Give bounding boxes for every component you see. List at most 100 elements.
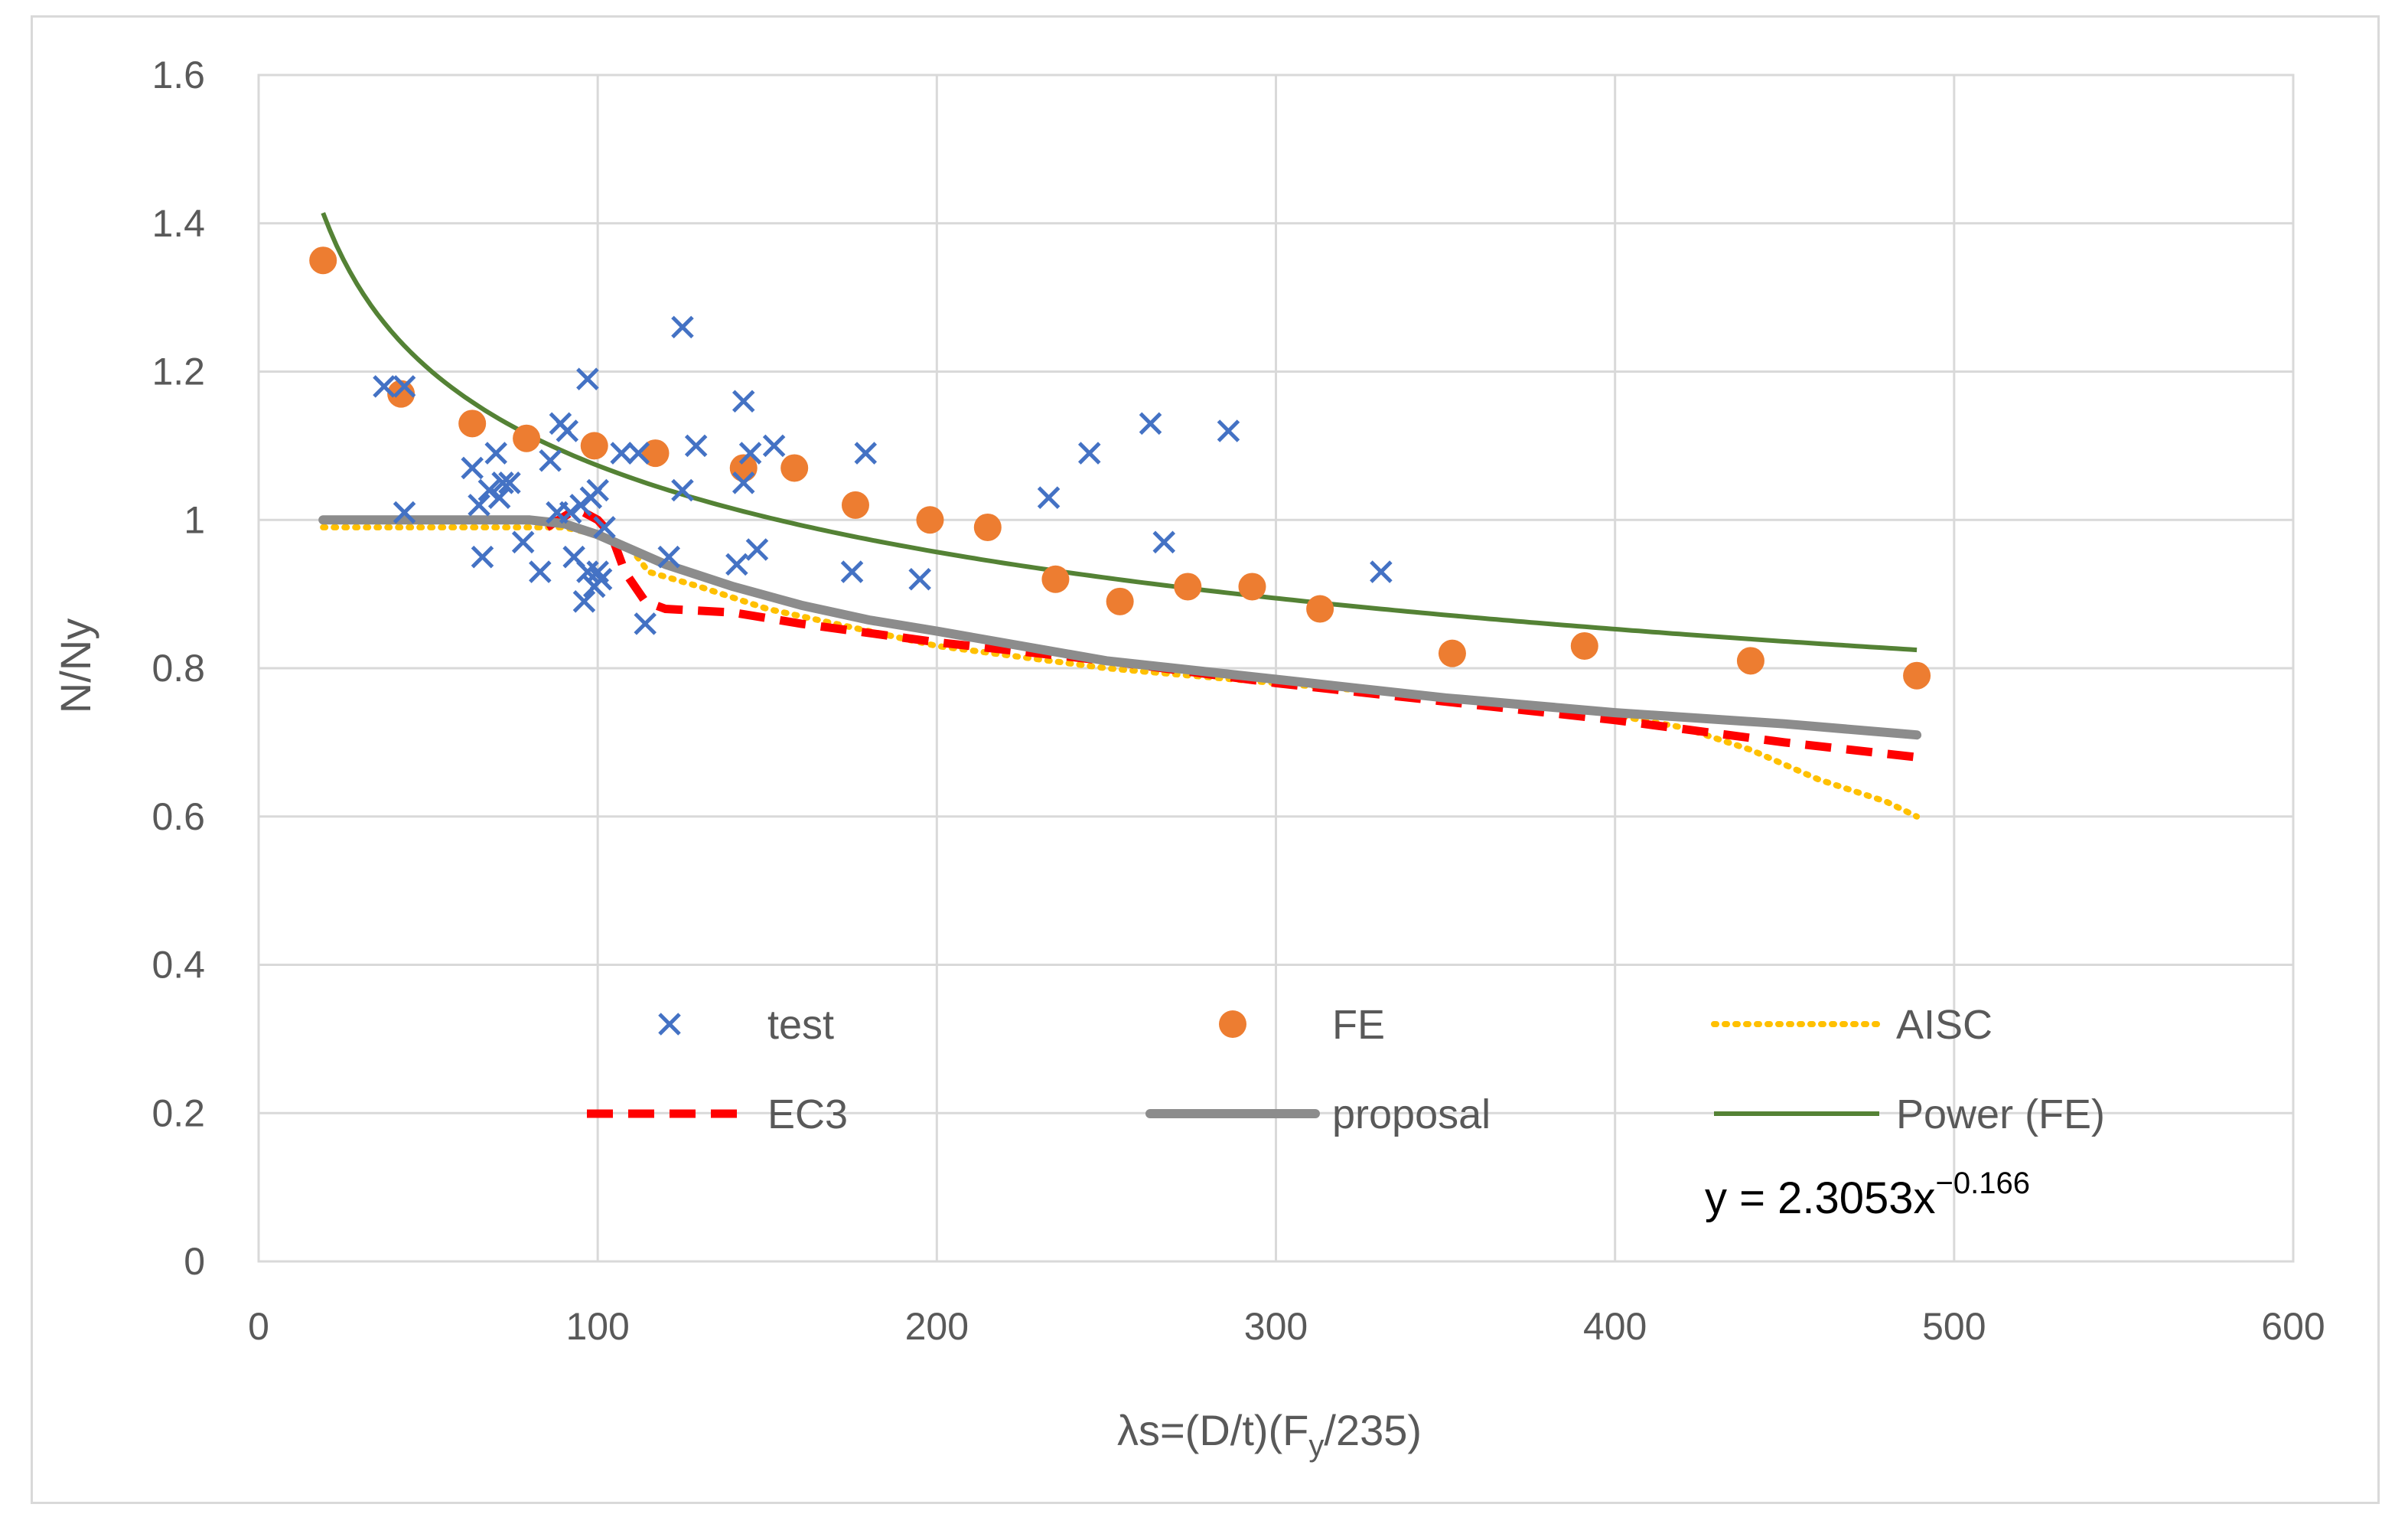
- test-point-stroke-b: [572, 590, 596, 613]
- test-point-stroke-b: [745, 538, 769, 561]
- test-point-stroke-b: [671, 478, 694, 502]
- x-axis-title-main: λs=(D/t)(F: [1117, 1406, 1308, 1454]
- test-point-stroke-b: [762, 434, 786, 458]
- test-point: [671, 478, 694, 502]
- x-axis-title: λs=(D/t)(Fy/235): [1117, 1406, 1422, 1463]
- y-tick-label: 1: [184, 498, 205, 541]
- test-point-stroke-b: [586, 478, 609, 502]
- test-point: [498, 471, 521, 494]
- fe-point: [1106, 587, 1134, 615]
- test-point-stroke-b: [671, 315, 694, 339]
- legend-label-aisc: AISC: [1896, 1002, 1993, 1048]
- series-proposal-line: [318, 515, 1922, 740]
- fe-point: [1174, 573, 1202, 601]
- test-point-stroke-b: [373, 375, 396, 398]
- test-point: [1217, 419, 1240, 442]
- fe-point: [780, 454, 809, 482]
- test-point-stroke-b: [539, 449, 562, 472]
- legend-marker-fe: [1219, 1010, 1246, 1038]
- legend-label-power-fe: Power (FE): [1896, 1091, 2105, 1137]
- test-point-stroke-b: [627, 442, 650, 465]
- test-point-stroke-b: [1037, 486, 1061, 509]
- axis-layer: 0 100 200 300 400 500 600 0 0.2 0.4 0.6 0.8 1 1.2 1.4 1…: [152, 54, 2325, 1348]
- test-point-stroke-b: [511, 530, 535, 554]
- test-point-stroke-b: [576, 367, 599, 390]
- test-point: [610, 442, 633, 465]
- test-point: [1139, 412, 1162, 436]
- test-point: [657, 545, 680, 569]
- test-point-stroke-b: [1152, 530, 1176, 554]
- test-point-stroke-b: [732, 471, 755, 494]
- test-point: [1077, 442, 1101, 465]
- test-point: [586, 478, 609, 502]
- test-point: [393, 501, 416, 524]
- test-point-stroke-b: [840, 560, 864, 583]
- series-layer: [309, 212, 1931, 820]
- y-tick-label: 1.2: [152, 351, 205, 393]
- test-point: [762, 434, 786, 458]
- fe-point: [387, 380, 415, 408]
- test-point-stroke-b: [684, 434, 708, 458]
- equation-exponent: −0.166: [1936, 1166, 2030, 1200]
- test-point-stroke-b: [498, 471, 521, 494]
- test-point: [854, 442, 878, 465]
- x-tick-label: 100: [565, 1305, 629, 1348]
- fe-point: [309, 246, 337, 275]
- test-point-stroke-b: [556, 419, 579, 442]
- test-point: [840, 560, 864, 583]
- test-point-stroke-b: [732, 390, 755, 413]
- test-point-stroke-b: [1217, 419, 1240, 442]
- fe-point: [458, 409, 487, 438]
- test-point: [576, 367, 599, 390]
- test-point-stroke-b: [634, 612, 657, 635]
- plot-area-border: [257, 73, 2295, 1263]
- test-point: [1152, 530, 1176, 554]
- test-point: [556, 419, 579, 442]
- test-point-stroke-b: [487, 486, 511, 509]
- legend-label-proposal: proposal: [1332, 1091, 1491, 1137]
- test-point: [539, 449, 562, 472]
- test-point: [477, 478, 501, 502]
- y-axis-title: N/Ny: [51, 618, 99, 713]
- test-point-stroke-b: [477, 478, 501, 502]
- test-point-stroke-b: [738, 442, 762, 465]
- test-point: [589, 567, 613, 591]
- series-ec3-line: [544, 508, 1918, 762]
- x-tick-label: 500: [1922, 1305, 1986, 1348]
- test-point: [593, 516, 616, 539]
- test-point-stroke-b: [1370, 560, 1393, 583]
- grid-layer: [257, 73, 2295, 1263]
- fe-point: [1570, 631, 1598, 660]
- test-point: [738, 442, 762, 465]
- test-point: [468, 494, 490, 517]
- test-point: [1370, 560, 1393, 583]
- test-point-stroke-b: [562, 545, 585, 569]
- equation-prefix: y = 2.3053x: [1705, 1173, 1936, 1223]
- test-point: [461, 456, 484, 480]
- fe-point: [841, 491, 869, 519]
- test-point-stroke-b: [471, 545, 494, 569]
- x-tick-label: 0: [248, 1305, 269, 1348]
- test-point-stroke-b: [576, 560, 599, 583]
- test-point-stroke-b: [559, 501, 582, 524]
- legend-marker-test: [658, 1013, 681, 1036]
- trendline-equation: y = 2.3053x−0.166: [1705, 1166, 2030, 1223]
- x-tick-label: 200: [905, 1305, 969, 1348]
- x-axis-title-tail: /235): [1324, 1406, 1422, 1454]
- test-point: [732, 390, 755, 413]
- test-point: [471, 545, 494, 569]
- test-point: [559, 501, 582, 524]
- test-point: [393, 375, 416, 398]
- test-point-stroke-b: [461, 456, 484, 480]
- test-point: [634, 612, 657, 635]
- test-point-stroke-b: [725, 553, 748, 576]
- y-tick-label: 1.6: [152, 54, 205, 96]
- x-tick-label: 300: [1244, 1305, 1308, 1348]
- test-point: [671, 315, 694, 339]
- fe-point: [1438, 639, 1466, 667]
- test-point: [745, 538, 769, 561]
- test-point: [529, 560, 552, 583]
- fe-point: [1041, 565, 1070, 593]
- test-point-stroke-b: [854, 442, 878, 465]
